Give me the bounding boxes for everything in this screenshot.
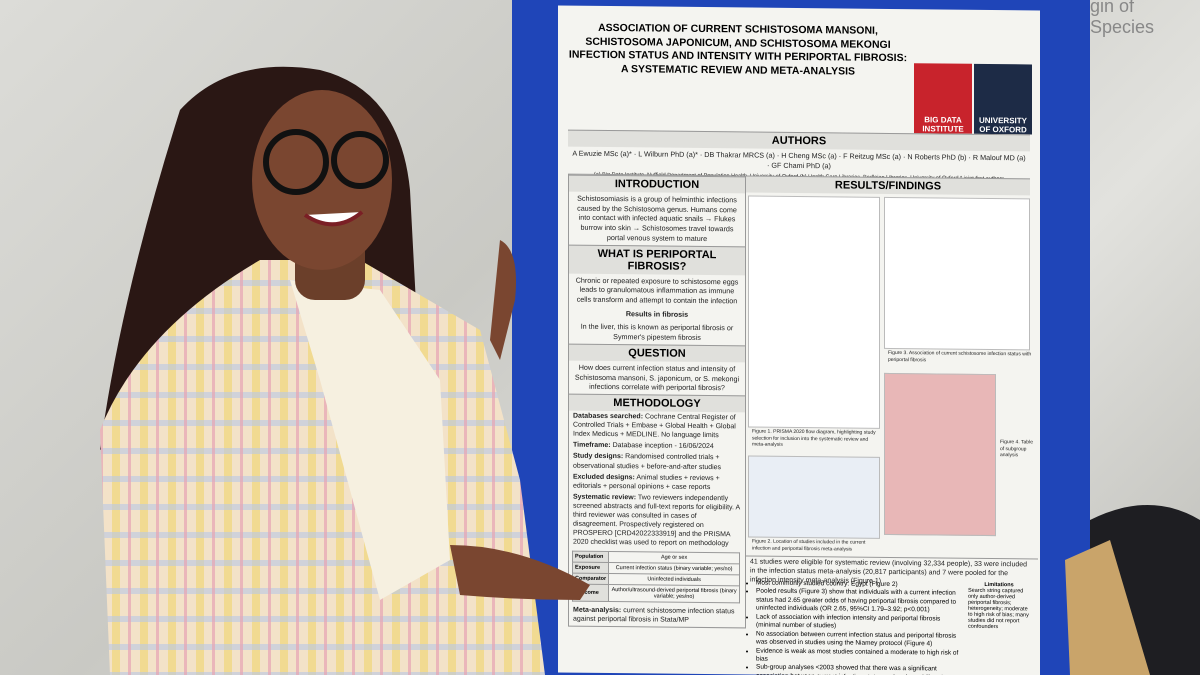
wall-sign: gin of Species (1090, 0, 1155, 37)
